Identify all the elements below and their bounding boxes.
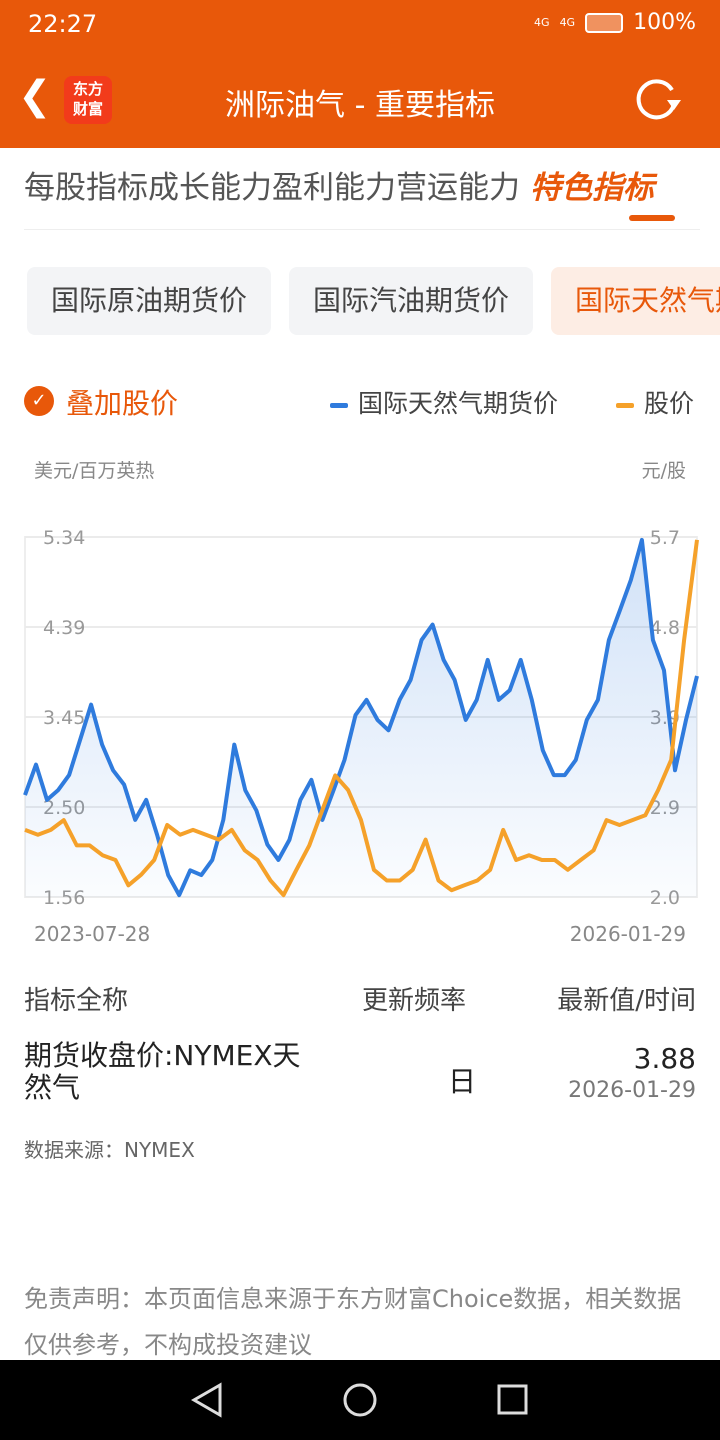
latest-value: 3.88 (633, 1042, 696, 1075)
signal-icon: 4G (534, 16, 550, 29)
active-tab-indicator (629, 215, 675, 221)
refresh-icon[interactable] (634, 74, 682, 122)
app-logo: 东方 财富 (64, 76, 112, 124)
right-tick-label: 4.8 (650, 617, 680, 639)
header-name: 指标全称 (24, 986, 129, 1016)
back-button[interactable]: ❮ (18, 73, 52, 119)
left-axis-unit: 美元/百万英热 (34, 460, 155, 482)
logo-text-2: 财富 (72, 100, 103, 118)
tab-profitability[interactable]: 盈利能力 (272, 170, 396, 206)
tab-featured[interactable]: 特色指标 (530, 170, 654, 206)
right-tick-label: 5.7 (650, 527, 680, 549)
latest-date: 2026-01-29 (568, 1078, 696, 1103)
legend-series2: 股价 (616, 384, 694, 420)
battery-level: 100% (633, 10, 696, 35)
overlay-price-toggle[interactable]: 叠加股价 (66, 387, 179, 420)
pill-natural-gas[interactable]: 国际天然气期货价 (551, 267, 720, 335)
signal-icon-2: 4G (559, 16, 576, 29)
clock: 22:27 (28, 10, 98, 38)
line-chart[interactable]: 5.345.74.394.83.453.92.502.91.562.0 (0, 520, 720, 920)
disclaimer: 免责声明：本页面信息来源于东方财富Choice数据，相关数据仅供参考，不构成投资… (24, 1285, 682, 1359)
battery-icon (585, 12, 624, 33)
chart-legend: ✓ 叠加股价 国际天然气期货价 股价 (24, 380, 700, 424)
page-title: 洲际油气 - 重要指标 (225, 88, 495, 123)
app-header: ❮ 东方财富 洲际油气 - 重要指标 (0, 50, 720, 148)
series-area (25, 539, 697, 897)
gas-price-line (23, 537, 699, 898)
left-tick-label: 5.34 (43, 527, 85, 549)
stock-price-line (24, 539, 699, 898)
checkbox-checked-icon[interactable]: ✓ (24, 386, 54, 416)
tab-operation[interactable]: 营运能力 (396, 170, 520, 206)
x-start-label: 2023-07-28 (34, 922, 151, 946)
indicator-name: 期货收盘价:NYMEX天然气 (24, 1039, 301, 1104)
status-bar: 22:27 4G 4G 100% (0, 0, 720, 50)
tab-growth[interactable]: 成长能力 (148, 170, 272, 206)
back-nav-icon[interactable] (190, 1382, 224, 1422)
tab-per-share[interactable]: 每股指标 (24, 170, 148, 206)
home-nav-icon[interactable] (342, 1382, 378, 1422)
left-tick-label: 3.45 (43, 707, 85, 729)
data-source: 数据来源：NYMEX (24, 1138, 195, 1162)
header-frequency: 更新频率 (362, 986, 467, 1016)
x-end-label: 2026-01-29 (569, 922, 686, 946)
pill-crude-oil[interactable]: 国际原油期货价 (27, 267, 272, 335)
left-tick-label: 4.39 (43, 617, 85, 639)
logo-text: 东方 (72, 80, 103, 98)
right-axis-unit: 元/股 (641, 460, 686, 482)
recents-nav-icon[interactable] (496, 1382, 530, 1422)
category-tabs: 每股指标成长能力盈利能力营运能力 特色指标 (24, 150, 700, 230)
indicator-pills: 国际原油期货价国际汽油期货价国际天然气期货价 (27, 267, 720, 335)
indicator-frequency: 日 (448, 1065, 477, 1098)
legend-series1-label: 国际天然气期货价 (358, 389, 559, 418)
legend-series2-label: 股价 (644, 389, 695, 418)
pill-gasoline[interactable]: 国际汽油期货价 (289, 267, 534, 335)
legend-series1: 国际天然气期货价 (330, 384, 558, 420)
system-nav-bar (0, 1360, 720, 1440)
header-latest: 最新值/时间 (557, 986, 696, 1016)
